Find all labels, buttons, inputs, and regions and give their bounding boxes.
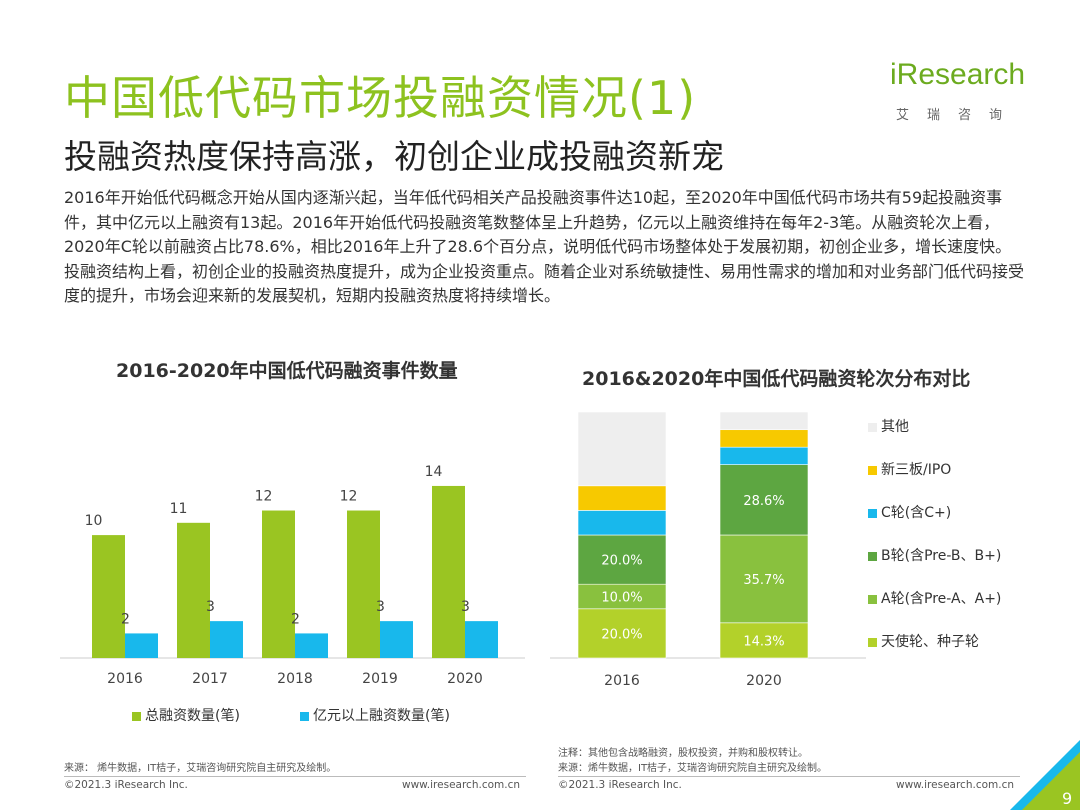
chart2-legend-label-1: A轮(含Pre-A、A+)	[881, 591, 1002, 607]
chart1-bar-large-2017	[210, 621, 243, 658]
footer-divider-right	[558, 776, 1020, 777]
page-title: 中国低代码市场投融资情况(1)	[64, 71, 697, 125]
right-source-note: 来源：烯牛数据，IT桔子，艾瑞咨询研究院自主研究及绘制。	[558, 763, 828, 774]
chart1-label-total-2020: 14	[425, 464, 443, 480]
chart1-bar-total-2018	[262, 510, 295, 658]
chart2-legend-swatch-4	[868, 465, 877, 475]
page-corner-decoration: 9	[1010, 740, 1080, 810]
chart2-label-2-2016: 20.0%	[601, 554, 642, 569]
logo-chinese: 艾瑞咨询	[896, 108, 1021, 123]
chart2-label-0-2016: 20.0%	[601, 627, 642, 642]
chart2-seg-2-2020	[719, 464, 809, 536]
chart1-xtick-2020: 2020	[447, 671, 483, 687]
chart2-legend-swatch-2	[868, 551, 877, 561]
chart1-label-total-2017: 11	[170, 501, 188, 517]
chart2-seg-1-2020	[719, 534, 809, 624]
chart2-title: 2016&2020年中国低代码融资轮次分布对比	[582, 368, 971, 390]
chart2-xtick-2016: 2016	[604, 673, 640, 689]
legend-swatch-total	[132, 711, 141, 721]
chart2-legend-swatch-0	[868, 637, 877, 647]
chart1-label-large-2017: 3	[206, 599, 215, 615]
footer-copyright-left: ©2021.3 iResearch Inc.	[64, 779, 188, 791]
corner-green-shape	[1022, 752, 1080, 810]
chart2-label-1-2020: 35.7%	[743, 573, 784, 588]
iresearch-logo: iResearch 艾瑞咨询	[890, 58, 1040, 128]
chart1-legend-total: 总融资数量(笔)	[132, 705, 240, 725]
chart2-legend-label-2: B轮(含Pre-B、B+)	[881, 548, 1002, 564]
chart1-legend-large: 亿元以上融资数量(笔)	[300, 705, 450, 725]
footer-copyright-right: ©2021.3 iResearch Inc.	[558, 779, 682, 791]
chart2-legend-item-5: 其他	[868, 416, 909, 436]
chart1-label-large-2019: 3	[376, 599, 385, 615]
chart2-seg-5-2020	[719, 411, 809, 431]
chart2-legend-label-5: 其他	[881, 419, 909, 435]
page-number: 9	[1062, 789, 1072, 808]
chart2-seg-5-2016	[577, 411, 667, 487]
chart2-legend-item-0: 天使轮、种子轮	[868, 631, 979, 651]
chart1-label-large-2018: 2	[291, 611, 300, 627]
chart1-label-large-2020: 3	[461, 599, 470, 615]
chart1-xtick-2017: 2017	[192, 671, 228, 687]
chart2-legend-label-3: C轮(含C+)	[881, 505, 952, 521]
legend-label-total: 总融资数量(笔)	[145, 708, 240, 724]
chart2-legend-item-4: 新三板/IPO	[868, 459, 951, 479]
summary-paragraph: 2016年开始低代码概念开始从国内逐渐兴起，当年低代码相关产品投融资事件达10起…	[64, 188, 1025, 305]
footer-url-right[interactable]: www.iresearch.com.cn	[896, 779, 1015, 791]
chart1-xtick-2019: 2019	[362, 671, 398, 687]
left-source-note: 来源： 烯牛数据，IT桔子，艾瑞咨询研究院自主研究及绘制。	[64, 763, 337, 774]
chart2-seg-3-2016	[577, 510, 667, 536]
chart1-bar-large-2016	[125, 633, 158, 658]
chart1-bar-total-2017	[177, 522, 210, 658]
chart1-label-total-2016: 10	[85, 513, 103, 529]
chart1-title: 2016-2020年中国低代码融资事件数量	[116, 360, 458, 382]
chart1-label-total-2018: 12	[255, 489, 273, 505]
chart2-legend-item-1: A轮(含Pre-A、A+)	[868, 588, 1001, 608]
chart1-bar-total-2019	[347, 510, 380, 658]
chart2-seg-4-2016	[577, 485, 667, 511]
page-subtitle: 投融资热度保持高涨，初创企业成投融资新宠	[64, 137, 724, 176]
chart2-legend-swatch-3	[868, 508, 877, 518]
chart1-bar-large-2020	[465, 621, 498, 658]
chart2-seg-0-2020	[719, 622, 809, 659]
chart2-legend-label-0: 天使轮、种子轮	[881, 634, 979, 650]
chart1-xtick-2018: 2018	[277, 671, 313, 687]
chart2-legend-item-3: C轮(含C+)	[868, 502, 951, 522]
chart1-bar-large-2018	[295, 633, 328, 658]
chart1-bar-total-2020	[432, 485, 465, 658]
logo-wordmark: iResearch	[890, 58, 1026, 91]
chart1-bar-total-2016	[92, 535, 125, 658]
chart1-label-large-2016: 2	[121, 611, 130, 627]
chart2-seg-2-2016	[577, 534, 667, 585]
legend-swatch-large	[300, 711, 309, 721]
chart2-legend-label-4: 新三板/IPO	[881, 462, 952, 478]
footer-divider-left	[64, 776, 526, 777]
legend-label-large: 亿元以上融资数量(笔)	[313, 708, 450, 724]
right-footnote: 注释：其他包含战略融资，股权投资，并购和股权转让。	[558, 748, 808, 759]
chart2-seg-4-2020	[719, 429, 809, 448]
chart2-label-2-2020: 28.6%	[743, 494, 784, 509]
chart2-label-0-2020: 14.3%	[743, 634, 784, 649]
chart1-xtick-2016: 2016	[107, 671, 143, 687]
chart2-svg: 20.0% 10.0% 20.0% 2016 14.3% 35.7% 28.6% 2020	[550, 411, 866, 689]
chart2-seg-3-2020	[719, 446, 809, 465]
chart2-xtick-2020: 2020	[746, 673, 782, 689]
chart1-svg: 10 2 2016 11 3 2017 12 2 2018 12 3 2019 14 3 2020	[60, 464, 525, 687]
chart2-legend-swatch-1	[868, 594, 877, 604]
chart2-legend-swatch-5	[868, 422, 877, 432]
chart2-label-1-2016: 10.0%	[601, 591, 642, 606]
chart1-bar-large-2019	[380, 621, 413, 658]
footer-url-left[interactable]: www.iresearch.com.cn	[402, 779, 521, 791]
chart2-legend-item-2: B轮(含Pre-B、B+)	[868, 545, 1001, 565]
chart1-label-total-2019: 12	[340, 489, 358, 505]
chart2-seg-0-2016	[577, 608, 667, 659]
